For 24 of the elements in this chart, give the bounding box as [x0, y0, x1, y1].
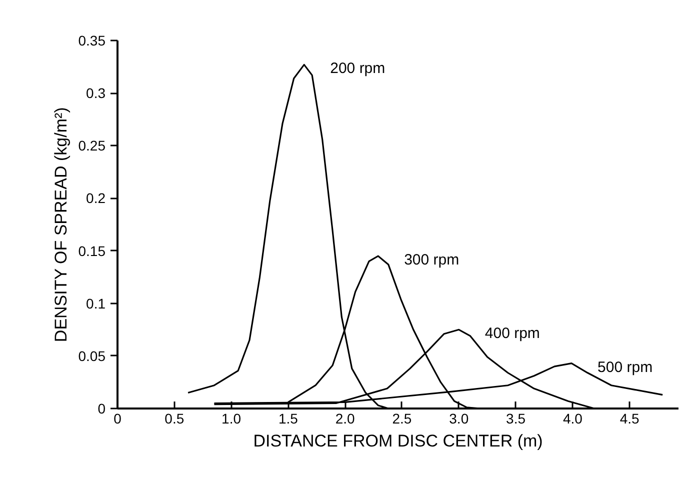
x-tick-label: 2.0	[335, 410, 356, 426]
x-tick-label: 4.5	[620, 410, 640, 426]
x-tick-label: 4.0	[562, 410, 583, 426]
x-tick-label: 1.0	[222, 410, 242, 426]
series-label: 200 rpm	[330, 60, 386, 78]
y-axis-title: DENSITY OF SPREAD (kg/m²)	[51, 107, 70, 342]
x-tick-label: 1.5	[278, 410, 298, 426]
y-tick-label: 0.3	[86, 85, 106, 102]
y-tick-label: 0.15	[78, 242, 106, 259]
x-tick-label: 3.5	[506, 410, 526, 426]
series-label: 300 rpm	[404, 252, 460, 269]
x-tick-label: 0	[114, 410, 122, 426]
series-label: 400 rpm	[484, 325, 540, 342]
x-tick-label: 3.0	[449, 410, 469, 426]
x-axis-title: DISTANCE FROM DISC CENTER (m)	[253, 432, 543, 450]
x-tick-label: 2.5	[392, 410, 412, 426]
y-tick-label: 0.1	[86, 295, 106, 312]
y-tick-label: 0.25	[78, 138, 106, 154]
series-label: 500 rpm	[598, 358, 653, 376]
x-tick-label: 0.5	[164, 410, 184, 426]
y-tick-label: 0.35	[78, 32, 106, 48]
y-tick-label: 0.2	[86, 190, 106, 206]
y-tick-label: 0.05	[78, 348, 106, 364]
y-tick-label: 0	[98, 400, 106, 416]
